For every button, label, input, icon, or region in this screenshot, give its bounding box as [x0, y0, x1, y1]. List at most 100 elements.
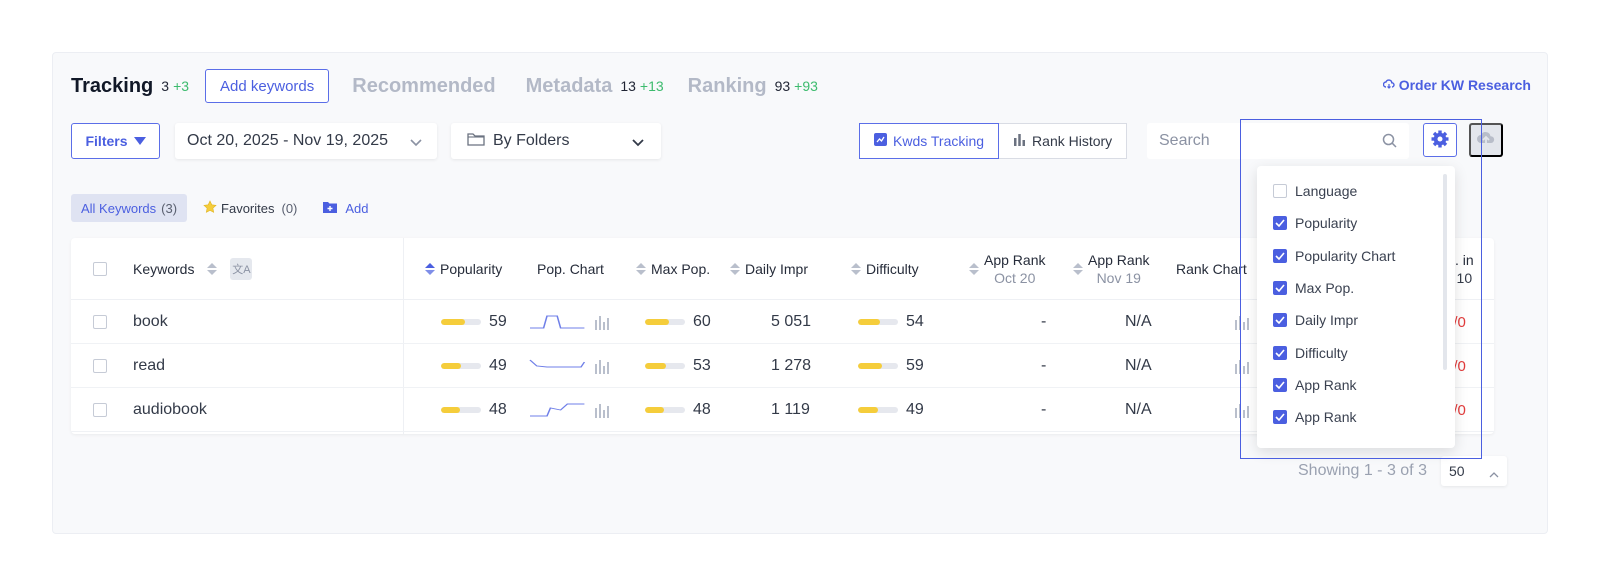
difficulty-bar-fill [858, 319, 880, 325]
rank-chart-cell [1234, 344, 1252, 388]
pop-chart-cell [528, 344, 612, 388]
tail-value-b: 0 [1457, 401, 1466, 419]
column-option-checkbox[interactable] [1273, 345, 1287, 360]
col-difficulty[interactable]: Difficulty [851, 238, 919, 300]
keyword-cell[interactable]: book [133, 313, 168, 330]
column-option-checkbox[interactable] [1273, 216, 1287, 231]
rank-oct-value: - [1041, 401, 1047, 418]
column-option[interactable]: Popularity Chart [1273, 246, 1395, 266]
column-option-checkbox[interactable] [1273, 410, 1287, 425]
sparkline-icon [529, 359, 586, 368]
page-size-select[interactable]: 50 [1440, 456, 1507, 486]
chevron-down-icon [409, 135, 423, 153]
sort-icon [1073, 263, 1083, 275]
row-checkbox[interactable] [93, 403, 107, 417]
cloud-upload-icon [1476, 130, 1496, 151]
difficulty-bar-fill [858, 407, 878, 413]
filters-button[interactable]: Filters [71, 123, 160, 159]
col-keywords[interactable]: Keywords 文A [133, 238, 253, 300]
bar-chart-icon[interactable] [1234, 358, 1252, 374]
col-app-rank-nov[interactable]: App Rank Nov 19 [1073, 238, 1149, 300]
column-option-label: Language [1295, 183, 1358, 199]
table-row[interactable]: audiobook 48 48 1 119 49 - N/A [71, 388, 1494, 432]
select-all-checkbox[interactable] [93, 262, 107, 276]
view-toggle: Kwds Tracking Rank History [859, 123, 1128, 159]
row-checkbox[interactable] [93, 359, 107, 373]
bar-chart-icon[interactable] [1234, 314, 1252, 330]
column-option[interactable]: App Rank [1273, 375, 1356, 395]
bar-chart-icon [1013, 133, 1026, 149]
column-option-checkbox[interactable] [1273, 313, 1287, 328]
column-option-checkbox[interactable] [1273, 280, 1287, 295]
rank-nov-value: N/A [1125, 313, 1152, 330]
column-option-label: Popularity [1295, 215, 1358, 232]
tab-ranking[interactable]: Ranking [687, 74, 767, 97]
column-divider [403, 238, 404, 434]
column-settings-dropdown: Language Popularity Popularity Chart Max… [1257, 166, 1455, 448]
rank-history-button[interactable]: Rank History [999, 123, 1128, 159]
tab-tracking[interactable]: Tracking [71, 74, 154, 97]
col-pop-chart-label: Pop. Chart [537, 261, 604, 277]
metadata-plus: +13 [639, 78, 664, 94]
column-option[interactable]: App Rank [1273, 407, 1356, 427]
bar-chart-icon[interactable] [594, 314, 612, 330]
popularity-bar [441, 319, 481, 325]
caret-down-icon [133, 133, 146, 149]
column-option[interactable]: Max Pop. [1273, 278, 1354, 298]
column-settings-button[interactable] [1423, 123, 1457, 157]
folder-view-select[interactable]: By Folders [451, 123, 661, 159]
tab-recommended[interactable]: Recommended [352, 74, 496, 97]
column-option-label: Popularity Chart [1295, 247, 1396, 264]
sparkline-icon [530, 403, 585, 417]
metadata-count: 13 [620, 78, 636, 94]
row-checkbox[interactable] [93, 315, 107, 329]
rank-oct-value: - [1041, 357, 1047, 374]
folder-plus-icon [323, 201, 338, 216]
column-option[interactable]: Language [1273, 181, 1357, 201]
keyword-cell[interactable]: audiobook [133, 401, 207, 418]
bar-chart-icon[interactable] [594, 358, 612, 374]
search-input[interactable]: Search [1147, 123, 1409, 159]
folder-all-keywords[interactable]: All Keywords (3) [71, 194, 188, 222]
column-option-label: Max Pop. [1295, 279, 1355, 296]
column-option-checkbox[interactable] [1273, 248, 1287, 263]
tail-sep: / [1453, 357, 1458, 375]
column-option-checkbox[interactable] [1273, 184, 1287, 198]
rank-chart-cell [1234, 300, 1252, 344]
keyword-cell[interactable]: read [133, 357, 166, 374]
row-select-cell [93, 300, 107, 344]
cloud-icon [1382, 77, 1395, 93]
column-option[interactable]: Popularity [1273, 213, 1357, 233]
column-option-checkbox[interactable] [1273, 377, 1287, 392]
tracking-count: 3 [161, 78, 170, 94]
col-max-pop[interactable]: Max Pop. [636, 238, 710, 300]
add-folder-button[interactable]: Add [313, 194, 378, 222]
difficulty-bar [858, 319, 898, 325]
trend-icon [874, 133, 887, 149]
tab-metadata[interactable]: Metadata [525, 74, 613, 97]
col-popularity[interactable]: Popularity [425, 238, 502, 300]
folder-icon [467, 131, 485, 152]
col-daily-impr[interactable]: Daily Impr [730, 238, 808, 300]
order-kw-research-link[interactable]: Order KW Research [1382, 77, 1531, 93]
difficulty-cell: 59 [858, 344, 924, 388]
column-option[interactable]: Daily Impr [1273, 310, 1358, 330]
bar-chart-icon[interactable] [594, 402, 612, 418]
col-app-rank-nov-date: Nov 19 [1096, 270, 1141, 286]
date-range-select[interactable]: Oct 20, 2025 - Nov 19, 2025 [175, 123, 437, 159]
rank-nov-value: N/A [1125, 357, 1152, 374]
order-kw-research-label: Order KW Research [1398, 77, 1531, 93]
scrollbar[interactable] [1443, 174, 1447, 370]
column-option[interactable]: Difficulty [1273, 343, 1348, 363]
bar-chart-icon[interactable] [1234, 402, 1252, 418]
folder-favorites[interactable]: Favorites (0) [193, 194, 307, 222]
kwds-tracking-button[interactable]: Kwds Tracking [859, 123, 1000, 159]
add-keywords-button[interactable]: Add keywords [205, 69, 330, 103]
difficulty-value: 59 [906, 357, 924, 374]
difficulty-value: 54 [906, 313, 924, 330]
col-popularity-label: Popularity [440, 261, 503, 277]
col-app-rank-oct[interactable]: App Rank Oct 20 [969, 238, 1045, 300]
tail-sep: / [1453, 313, 1458, 331]
export-button[interactable] [1469, 123, 1503, 157]
translate-icon[interactable]: 文A [230, 258, 253, 280]
